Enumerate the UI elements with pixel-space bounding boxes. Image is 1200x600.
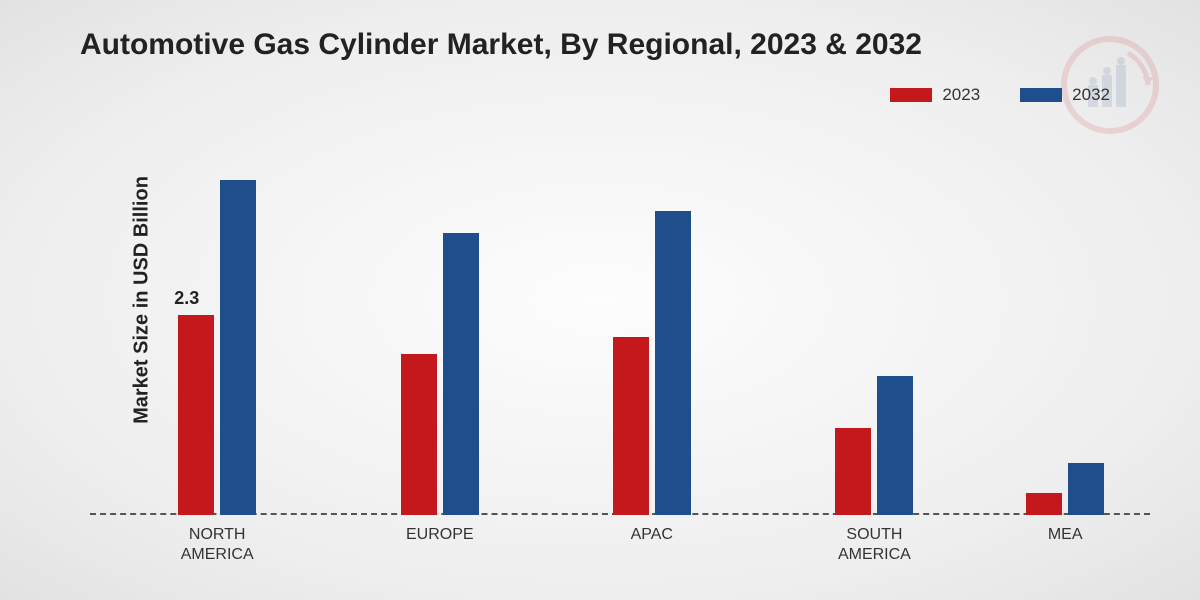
legend-item-2032: 2032 (1020, 85, 1110, 105)
legend: 2023 2032 (890, 85, 1110, 105)
x-axis-category-label: APAC (582, 525, 722, 545)
value-label: 2.3 (174, 288, 199, 309)
x-axis-category-label: MEA (995, 525, 1135, 545)
legend-swatch-2032 (1020, 88, 1062, 102)
bar-2023 (1026, 493, 1062, 515)
bar-2032 (655, 211, 691, 515)
x-axis-category-label: NORTHAMERICA (147, 525, 287, 565)
legend-label-2023: 2023 (942, 85, 980, 105)
bar-2032 (443, 233, 479, 515)
bar-2032 (877, 376, 913, 515)
bar-2032 (220, 180, 256, 515)
bar-2023 (401, 354, 437, 515)
legend-swatch-2023 (890, 88, 932, 102)
bar-2023 (613, 337, 649, 515)
bar-group (835, 376, 913, 515)
bar-group (613, 211, 691, 515)
plot-area: 2.3 NORTHAMERICAEUROPEAPACSOUTHAMERICAME… (90, 150, 1150, 515)
bar-2032 (1068, 463, 1104, 515)
x-axis-category-label: SOUTHAMERICA (804, 525, 944, 565)
bar-group (178, 180, 256, 515)
bar-group (401, 233, 479, 515)
legend-item-2023: 2023 (890, 85, 980, 105)
bar-2023 (835, 428, 871, 515)
x-axis-category-label: EUROPE (370, 525, 510, 545)
legend-label-2032: 2032 (1072, 85, 1110, 105)
bar-group (1026, 463, 1104, 515)
chart-title: Automotive Gas Cylinder Market, By Regio… (80, 28, 922, 62)
bar-2023 (178, 315, 214, 515)
